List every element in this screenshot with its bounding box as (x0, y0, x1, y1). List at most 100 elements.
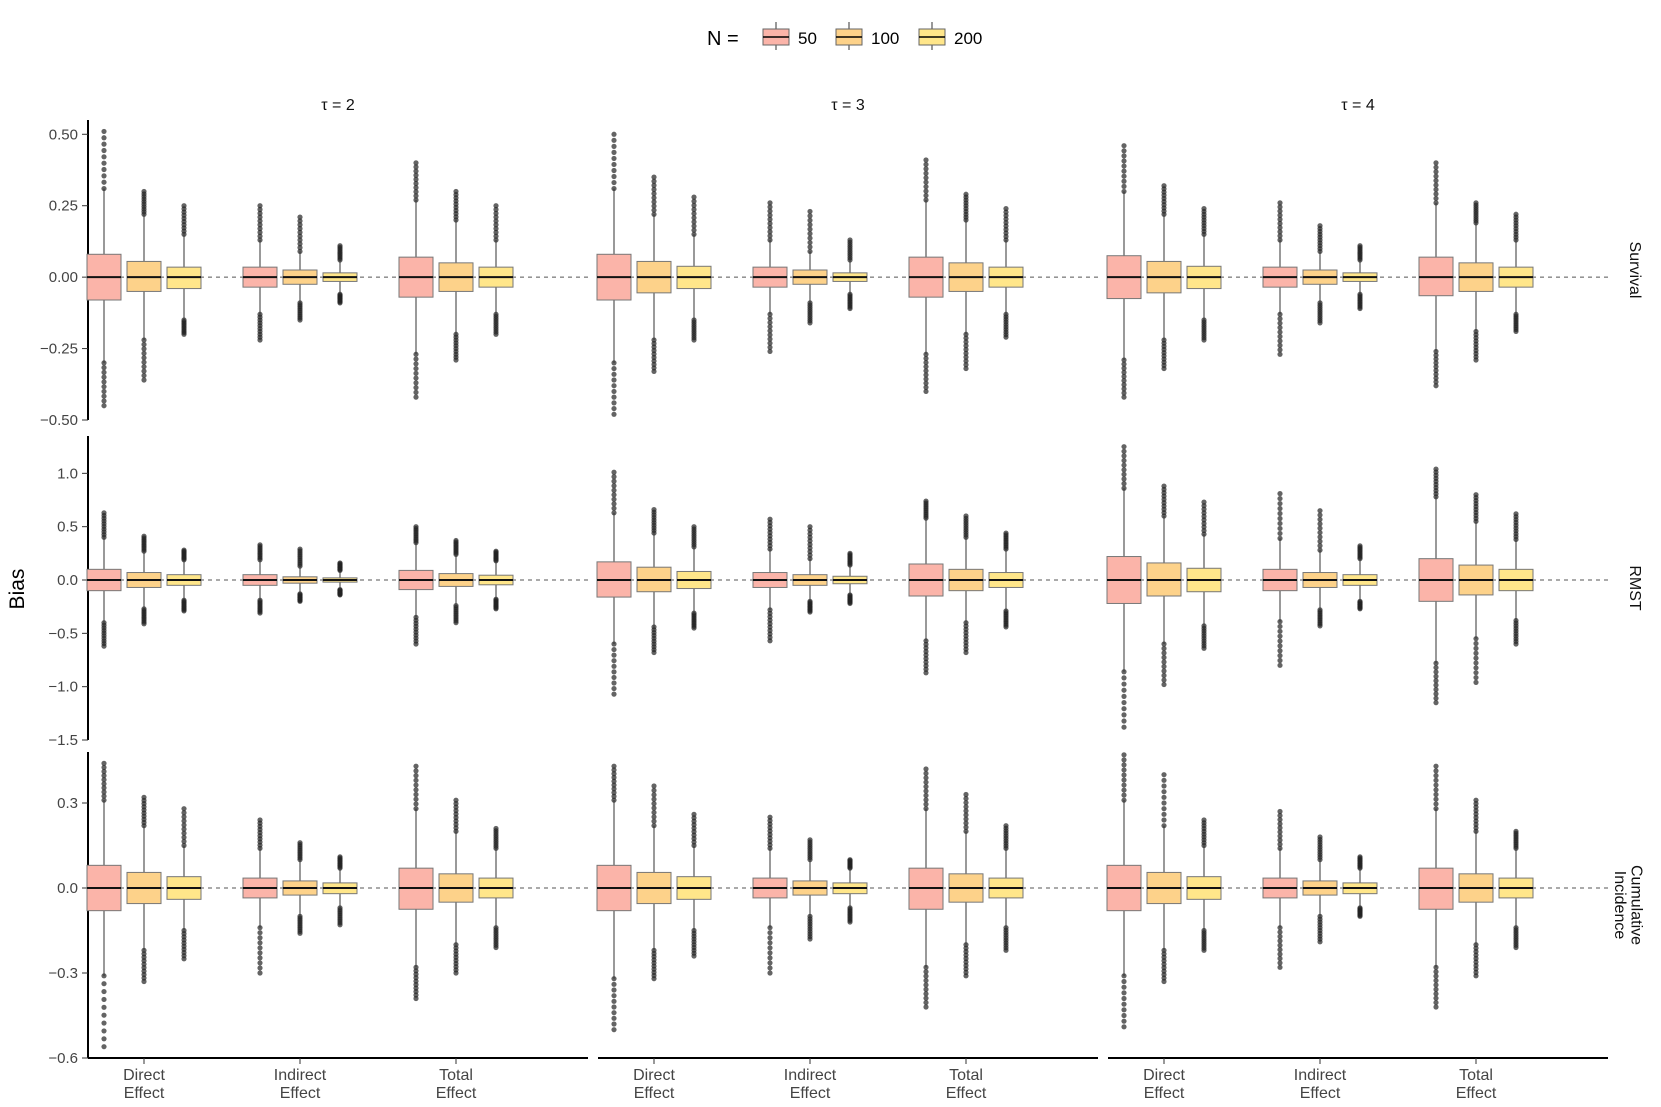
outlier-point (611, 161, 617, 168)
outlier-point (1357, 913, 1363, 919)
outlier-point (413, 356, 419, 362)
outlier-point (101, 981, 107, 987)
outlier-point (297, 546, 303, 552)
box-100 (126, 188, 162, 383)
outlier-point (1277, 808, 1283, 815)
x-tick-label: Total (949, 1067, 983, 1084)
outlier-point (181, 608, 187, 614)
outlier-point (1433, 352, 1439, 358)
outlier-point (1277, 633, 1283, 639)
outlier-point (611, 793, 617, 799)
box-200 (832, 857, 868, 925)
outlier-point (651, 809, 657, 816)
outlier-point (611, 976, 617, 982)
outlier-point (1277, 225, 1283, 231)
outlier-point (1121, 724, 1127, 730)
outlier-point (1317, 623, 1323, 629)
outlier-point (493, 206, 499, 213)
outlier-point (611, 383, 617, 389)
outlier-point (611, 505, 617, 511)
outlier-point (611, 173, 617, 180)
box-50 (908, 766, 944, 1010)
outlier-point (767, 336, 773, 342)
outlier-point (767, 940, 773, 946)
outlier-point (101, 781, 107, 787)
outlier-point (923, 788, 929, 794)
outlier-point (611, 767, 617, 773)
box-200 (1342, 543, 1378, 612)
outlier-point (611, 185, 617, 192)
box-200 (988, 205, 1024, 340)
outlier-point (1433, 182, 1439, 188)
outlier-point (1473, 670, 1479, 676)
outlier-point (493, 331, 499, 337)
box-200 (478, 203, 514, 337)
outlier-point (611, 155, 617, 162)
outlier-point (651, 783, 657, 789)
outlier-point (1201, 517, 1207, 523)
outlier-point (1277, 325, 1283, 331)
outlier-point (1121, 457, 1127, 464)
box-100 (792, 208, 828, 326)
outlier-point (1121, 173, 1127, 179)
outlier-point (767, 324, 773, 330)
outlier-point (923, 355, 929, 362)
outlier-point (611, 981, 617, 987)
outlier-point (1277, 347, 1283, 353)
box-200 (1186, 817, 1222, 953)
outlier-point (651, 805, 657, 811)
outlier-point (807, 231, 813, 237)
outlier-point (611, 137, 617, 143)
facet-label-row-3: CumulativeIncidence (1611, 865, 1645, 945)
outlier-point (767, 935, 773, 941)
outlier-point (257, 950, 263, 956)
outlier-point (691, 811, 697, 817)
outlier-point (1317, 543, 1323, 549)
outlier-point (1121, 444, 1127, 450)
outlier-point (923, 666, 929, 672)
facet-label-col-3: τ = 4 (1341, 97, 1375, 114)
outlier-point (1433, 763, 1439, 769)
outlier-point (611, 786, 617, 792)
outlier-point (691, 625, 697, 631)
outlier-point (181, 331, 187, 337)
outlier-point (1433, 973, 1439, 979)
outlier-point (1161, 659, 1167, 665)
outlier-point (141, 364, 147, 370)
outlier-point (141, 377, 147, 383)
outlier-point (1121, 712, 1127, 718)
outlier-point (1161, 681, 1167, 688)
outlier-point (1277, 204, 1283, 210)
outlier-point (963, 343, 969, 349)
outlier-point (807, 235, 813, 241)
outlier-point (1121, 718, 1127, 724)
outlier-point (923, 964, 929, 970)
outlier-point (1121, 148, 1127, 154)
box-200 (1186, 205, 1222, 343)
outlier-point (413, 796, 419, 802)
outlier-point (297, 225, 303, 232)
outlier-point (1161, 800, 1167, 806)
outlier-point (1317, 320, 1323, 326)
outlier-point (413, 801, 419, 807)
outlier-point (963, 365, 969, 372)
outlier-point (1121, 365, 1127, 371)
outlier-point (807, 538, 813, 544)
outlier-point (1473, 660, 1479, 666)
outlier-point (1277, 208, 1283, 214)
outlier-point (1121, 762, 1127, 768)
outlier-point (101, 384, 107, 390)
box-50 (908, 157, 944, 395)
outlier-point (1161, 806, 1167, 812)
outlier-point (611, 131, 617, 137)
outlier-point (1161, 672, 1167, 679)
outlier-point (1121, 757, 1127, 763)
outlier-point (101, 147, 107, 154)
outlier-point (141, 978, 147, 985)
outlier-point (1121, 462, 1127, 468)
outlier-point (807, 552, 813, 558)
outlier-point (923, 995, 929, 1001)
outlier-point (1473, 492, 1479, 498)
outlier-point (1433, 801, 1439, 807)
y-tick-label: −0.6 (48, 1050, 78, 1067)
